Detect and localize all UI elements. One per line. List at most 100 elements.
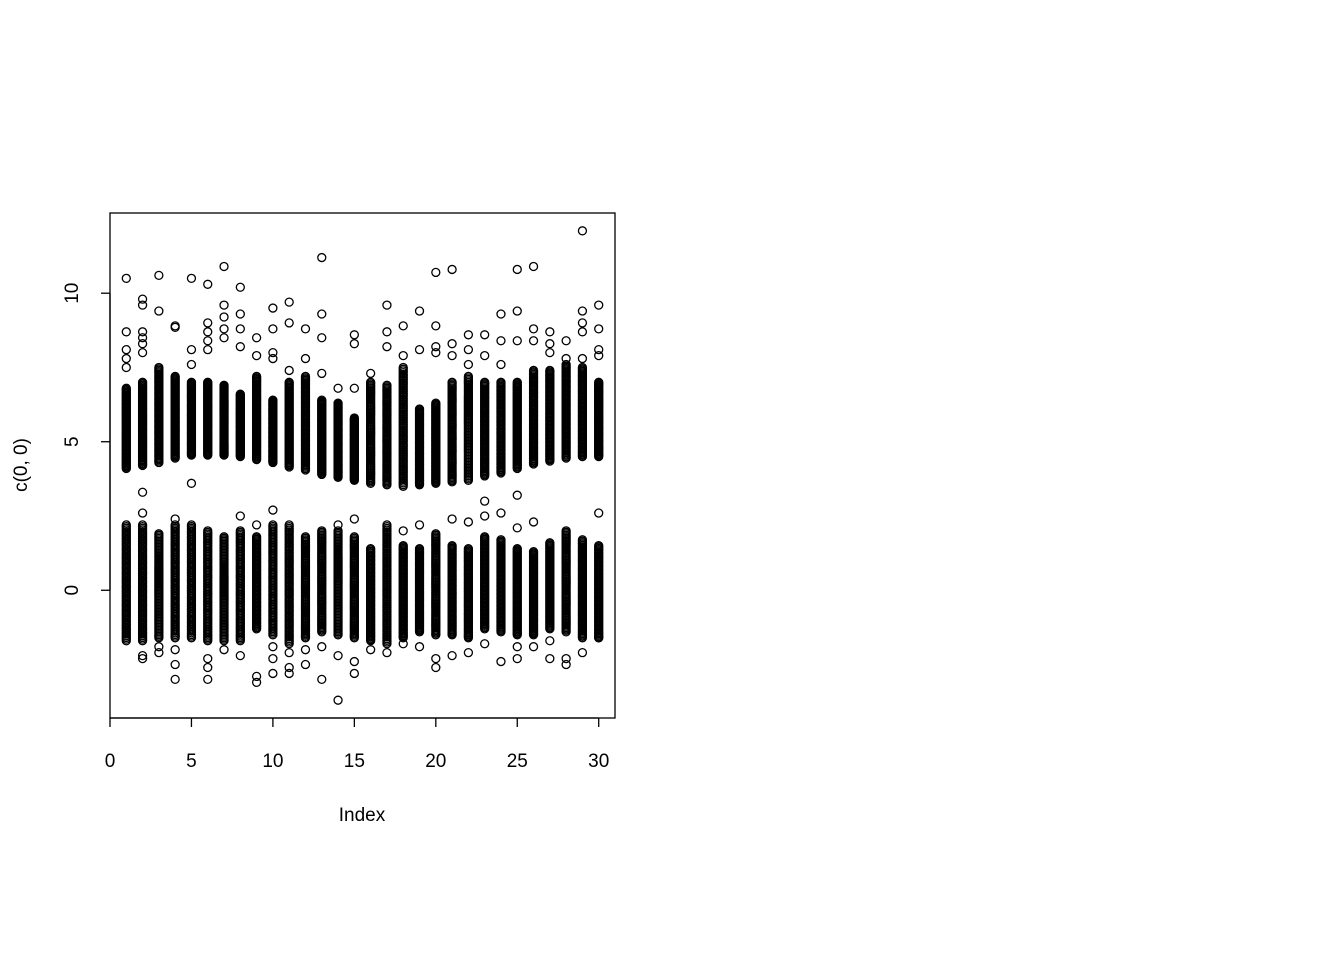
data-point <box>121 362 131 373</box>
data-point <box>431 653 441 664</box>
data-point <box>447 377 457 387</box>
data-point <box>170 371 180 382</box>
data-point <box>137 650 148 661</box>
data-point <box>137 339 148 349</box>
data-point <box>203 279 213 289</box>
data-point <box>137 508 148 518</box>
data-point <box>365 368 376 379</box>
data-point <box>300 324 311 334</box>
data-point <box>203 318 213 328</box>
data-point <box>512 336 522 346</box>
data-point <box>414 544 425 554</box>
data-point <box>186 273 197 284</box>
data-point <box>349 668 360 679</box>
data-point <box>496 535 506 545</box>
data-point <box>251 333 262 343</box>
data-point <box>545 538 555 548</box>
data-point <box>528 324 539 334</box>
data-point <box>480 511 490 521</box>
data-point <box>512 642 522 652</box>
data-point <box>545 365 555 376</box>
data-point <box>349 514 360 524</box>
data-point <box>480 350 490 361</box>
data-point <box>317 642 327 652</box>
data-point <box>300 659 311 670</box>
data-point <box>268 653 278 664</box>
data-point <box>561 353 571 364</box>
data-point <box>480 377 490 387</box>
data-point <box>594 377 604 387</box>
data-point <box>154 642 164 652</box>
data-point <box>121 353 131 364</box>
data-point <box>300 645 311 655</box>
data-point <box>219 380 229 390</box>
data-point <box>235 511 245 521</box>
data-point <box>545 347 555 358</box>
data-point <box>251 677 262 687</box>
data-point <box>268 303 278 313</box>
x-tick-label: 25 <box>507 751 528 772</box>
data-point <box>594 324 604 334</box>
y-axis-label: c(0, 0) <box>11 438 32 492</box>
data-point <box>137 520 148 530</box>
data-point <box>365 377 376 387</box>
data-point <box>577 327 588 337</box>
data-point <box>219 645 229 655</box>
data-point <box>561 653 571 664</box>
data-point <box>431 347 441 358</box>
data-point <box>251 350 262 361</box>
data-point <box>577 535 588 545</box>
data-point <box>594 633 604 643</box>
data-point <box>431 529 441 539</box>
y-tick-label: 10 <box>62 283 83 304</box>
x-tick-label: 0 <box>105 751 116 772</box>
data-point <box>496 656 506 667</box>
x-tick-label: 10 <box>262 751 283 772</box>
data-point <box>349 339 360 349</box>
data-point <box>561 336 571 346</box>
data-point <box>235 342 245 352</box>
x-tick-label: 15 <box>344 751 365 772</box>
data-point <box>398 350 408 361</box>
data-point <box>154 648 164 658</box>
data-point <box>398 362 408 373</box>
data-point <box>137 294 148 304</box>
data-point <box>251 671 262 682</box>
data-point <box>137 300 148 310</box>
data-point <box>268 668 278 679</box>
data-point <box>284 520 294 530</box>
data-point <box>121 383 131 393</box>
data-point <box>594 300 604 310</box>
data-point <box>349 413 360 423</box>
data-point <box>137 333 148 343</box>
data-point <box>561 659 571 670</box>
data-point <box>154 270 164 281</box>
data-point <box>170 674 180 685</box>
data-point <box>463 330 474 340</box>
data-point <box>414 520 425 530</box>
data-point <box>203 653 213 664</box>
data-point <box>447 350 457 361</box>
data-point <box>414 306 425 316</box>
data-point <box>235 526 245 536</box>
data-point <box>137 377 148 387</box>
data-point <box>512 264 522 275</box>
data-point <box>496 508 506 518</box>
data-point <box>528 642 539 652</box>
x-tick-label: 30 <box>588 751 609 772</box>
data-point <box>382 300 392 310</box>
data-point <box>170 645 180 655</box>
data-point <box>203 377 213 387</box>
data-point <box>496 377 506 387</box>
data-point <box>170 659 180 670</box>
data-point <box>463 648 474 658</box>
data-point <box>251 520 262 530</box>
data-point <box>431 662 441 673</box>
data-point <box>268 505 278 515</box>
data-point <box>512 653 522 664</box>
data-point <box>235 389 245 399</box>
y-tick-label: 0 <box>62 585 83 596</box>
data-point <box>512 377 522 387</box>
data-point <box>545 636 555 646</box>
data-point <box>333 695 343 705</box>
